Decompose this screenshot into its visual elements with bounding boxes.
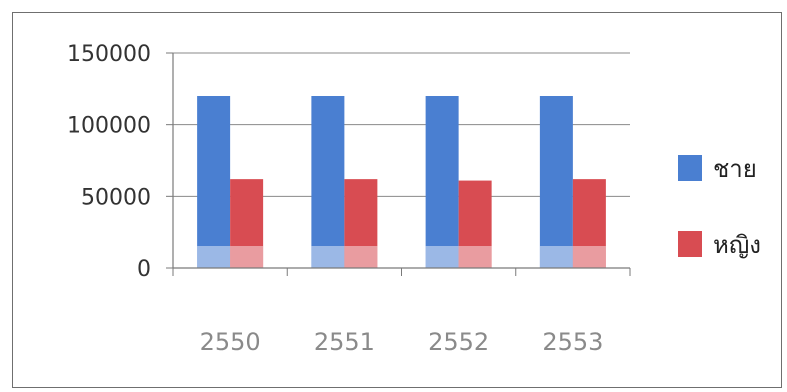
bar-chart: 0 50000 100000 150000 2550 2551 2552 2553 ชายห… <box>67 42 761 356</box>
bar-base-fade <box>572 246 606 268</box>
y-tick-label: 0 <box>137 257 151 282</box>
x-tick-label: 2552 <box>428 328 489 356</box>
bar-base-fade <box>425 246 459 268</box>
y-tick-label: 50000 <box>81 185 151 210</box>
bar-male-2553 <box>539 96 573 268</box>
chart-frame: 0 50000 100000 150000 2550 2551 2552 2553 ชายห… <box>12 12 782 388</box>
bars <box>197 96 606 268</box>
legend-label: หญิง <box>713 231 761 259</box>
legend-label: ชาย <box>713 155 757 183</box>
y-axis-ticks: 0 50000 100000 150000 <box>67 42 174 282</box>
bar-base-fade <box>458 246 492 268</box>
y-tick-label: 150000 <box>67 42 151 67</box>
legend-swatch <box>678 231 702 257</box>
bar-base-fade <box>311 246 345 268</box>
bar-female-2550 <box>230 179 264 268</box>
bar-male-2551 <box>311 96 345 268</box>
bar-base-fade <box>539 246 573 268</box>
x-tick-label: 2553 <box>542 328 603 356</box>
bar-male-2552 <box>425 96 459 268</box>
x-tick-label: 2550 <box>200 328 261 356</box>
legend-swatch <box>678 155 702 181</box>
x-axis: 2550 2551 2552 2553 <box>172 267 631 356</box>
x-tick-label: 2551 <box>314 328 375 356</box>
bar-female-2553 <box>572 179 606 268</box>
bar-base-fade <box>344 246 378 268</box>
bar-base-fade <box>197 246 231 268</box>
y-tick-label: 100000 <box>67 114 151 139</box>
bar-female-2552 <box>458 180 492 268</box>
bar-base-fade <box>230 246 264 268</box>
bar-female-2551 <box>344 179 378 268</box>
bar-male-2550 <box>197 96 231 268</box>
